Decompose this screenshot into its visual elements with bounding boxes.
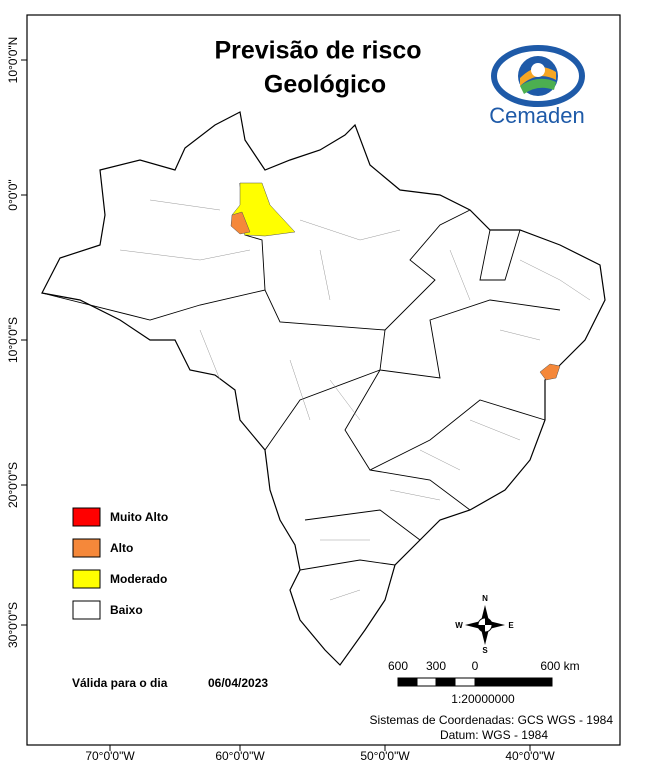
- scale-bar: [397, 677, 553, 687]
- longitude-label: 40°0'0"W: [505, 749, 555, 763]
- latitude-label: 30°0'0"S: [6, 602, 20, 648]
- legend-label: Alto: [110, 541, 133, 555]
- longitude-label: 70°0'0"W: [85, 749, 135, 763]
- legend-swatch: [72, 569, 101, 589]
- latitude-label: 0°0'0": [6, 179, 20, 210]
- datum: Datum: WGS - 1984: [440, 728, 548, 742]
- logo-text: Cemaden: [489, 103, 584, 128]
- scale-label: 600: [388, 659, 408, 673]
- compass-letter: N: [482, 594, 488, 603]
- longitude-label: 50°0'0"W: [360, 749, 410, 763]
- latitude-label: 10°0'0"S: [6, 317, 20, 363]
- validity-label: Válida para o dia: [72, 676, 168, 690]
- legend: Muito Alto Alto Moderado Baixo: [72, 507, 168, 620]
- north-arrow: [465, 605, 505, 645]
- compass-letter: S: [482, 646, 488, 655]
- title-line: Geológico: [264, 71, 386, 99]
- municipal-borders: [119, 199, 591, 601]
- compass-letter: W: [455, 621, 463, 630]
- validity-date: 06/04/2023: [208, 676, 268, 690]
- risk-area-high: [539, 363, 561, 381]
- longitude-label: 60°0'0"W: [215, 749, 265, 763]
- logo-mark: [491, 45, 585, 107]
- scale-ratio: 1:20000000: [451, 692, 515, 706]
- compass-letter: E: [508, 621, 514, 630]
- risk-area-moderate: [231, 182, 296, 237]
- risk-area-high: [230, 211, 251, 235]
- legend-swatch: [72, 600, 101, 620]
- scale-label: 0: [472, 659, 479, 673]
- legend-label: Baixo: [110, 603, 143, 617]
- scale-label: 600 km: [540, 659, 579, 673]
- state-borders: [41, 182, 561, 571]
- legend-swatch: [72, 507, 101, 527]
- legend-label: Moderado: [110, 572, 167, 586]
- frame-ticks: [21, 59, 531, 751]
- legend-label: Muito Alto: [110, 510, 168, 524]
- legend-swatch: [72, 538, 101, 558]
- title-line: Previsão de risco: [214, 37, 421, 65]
- latitude-label: 20°0'0"S: [6, 462, 20, 508]
- scale-label: 300: [426, 659, 446, 673]
- coordinate-system: Sistemas de Coordenadas: GCS WGS - 1984: [370, 713, 614, 727]
- latitude-label: 10°0'0"N: [6, 37, 20, 84]
